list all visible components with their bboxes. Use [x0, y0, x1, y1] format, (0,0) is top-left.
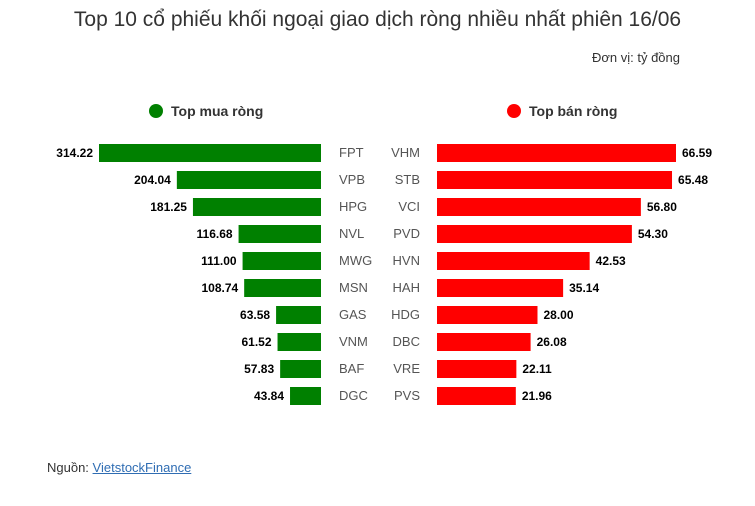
sell-value-label: 22.11: [522, 362, 552, 376]
sell-bar-vre: [437, 360, 517, 378]
sell-category-label: HVN: [393, 253, 420, 268]
buy-value-label: 314.22: [56, 146, 93, 160]
sell-bar-vci: [437, 198, 641, 216]
sell-category-label: DBC: [393, 334, 420, 349]
chart-title: Top 10 cổ phiếu khối ngoại giao dịch ròn…: [73, 8, 682, 31]
sell-category-label: PVS: [394, 388, 420, 403]
buy-category-label: FPT: [339, 145, 364, 160]
legend-sell-marker: [507, 104, 521, 118]
sell-bar-hdg: [437, 306, 538, 324]
buy-bar-vnm: [277, 333, 321, 351]
buy-value-label: 57.83: [244, 362, 274, 376]
buy-category-label: MWG: [339, 253, 372, 268]
sell-bar-pvd: [437, 225, 632, 243]
sell-value-label: 21.96: [522, 389, 552, 403]
sell-bar-stb: [437, 171, 673, 189]
source-line: Nguồn: VietstockFinance: [47, 460, 191, 475]
sell-value-label: 28.00: [543, 308, 573, 322]
sell-value-label: 65.48: [678, 173, 708, 187]
buy-value-label: 63.58: [240, 308, 270, 322]
buy-value-label: 116.68: [197, 227, 233, 241]
sell-category-label: VRE: [393, 361, 420, 376]
legend-sell-label: Top bán ròng: [529, 103, 617, 119]
legend-buy-marker: [149, 104, 163, 118]
unit-label: Đơn vị: tỷ đồng: [591, 50, 680, 65]
sell-series: 66.59 VHM 65.48 STB 56.80 VCI 54.30 PVD 42.53 HVN…: [391, 144, 712, 405]
sell-value-label: 66.59: [682, 146, 712, 160]
source-prefix: Nguồn:: [47, 460, 93, 475]
buy-value-label: 108.74: [201, 281, 238, 295]
buy-bar-mwg: [242, 252, 321, 270]
sell-value-label: 54.30: [638, 227, 668, 241]
buy-bar-dgc: [290, 387, 321, 405]
sell-bar-vhm: [437, 144, 676, 162]
buy-category-label: BAF: [339, 361, 364, 376]
buy-value-label: 111.00: [201, 254, 237, 268]
buy-value-label: 61.52: [242, 335, 272, 349]
sell-category-label: STB: [395, 172, 420, 187]
legend-sell: Top bán ròng: [507, 103, 617, 119]
buy-category-label: NVL: [339, 226, 364, 241]
buy-bar-nvl: [238, 225, 321, 243]
buy-bar-msn: [244, 279, 321, 297]
sell-bar-hvn: [437, 252, 590, 270]
sell-value-label: 42.53: [596, 254, 626, 268]
sell-bar-pvs: [437, 387, 516, 405]
buy-bar-baf: [280, 360, 321, 378]
sell-bar-hah: [437, 279, 564, 297]
legend-buy: Top mua ròng: [149, 103, 263, 119]
buy-category-label: VPB: [339, 172, 365, 187]
buy-category-label: GAS: [339, 307, 367, 322]
buy-value-label: 204.04: [134, 173, 171, 187]
buy-bar-vpb: [176, 171, 321, 189]
sell-category-label: VHM: [391, 145, 420, 160]
buy-bar-hpg: [192, 198, 321, 216]
legend-buy-label: Top mua ròng: [171, 103, 263, 119]
buy-series: 314.22 FPT 204.04 VPB 181.25 HPG 116.68 NVL 111.…: [56, 144, 372, 405]
buy-bar-gas: [276, 306, 321, 324]
buy-category-label: DGC: [339, 388, 368, 403]
sell-category-label: HDG: [391, 307, 420, 322]
sell-value-label: 56.80: [647, 200, 677, 214]
sell-value-label: 35.14: [569, 281, 599, 295]
sell-category-label: PVD: [393, 226, 420, 241]
buy-category-label: HPG: [339, 199, 367, 214]
buy-value-label: 43.84: [254, 389, 284, 403]
buy-bar-fpt: [99, 144, 321, 162]
buy-category-label: MSN: [339, 280, 368, 295]
sell-category-label: VCI: [398, 199, 420, 214]
sell-category-label: HAH: [393, 280, 420, 295]
sell-bar-dbc: [437, 333, 531, 351]
source-link[interactable]: VietstockFinance: [92, 460, 192, 475]
buy-value-label: 181.25: [150, 200, 187, 214]
sell-value-label: 26.08: [537, 335, 567, 349]
buy-category-label: VNM: [339, 334, 368, 349]
